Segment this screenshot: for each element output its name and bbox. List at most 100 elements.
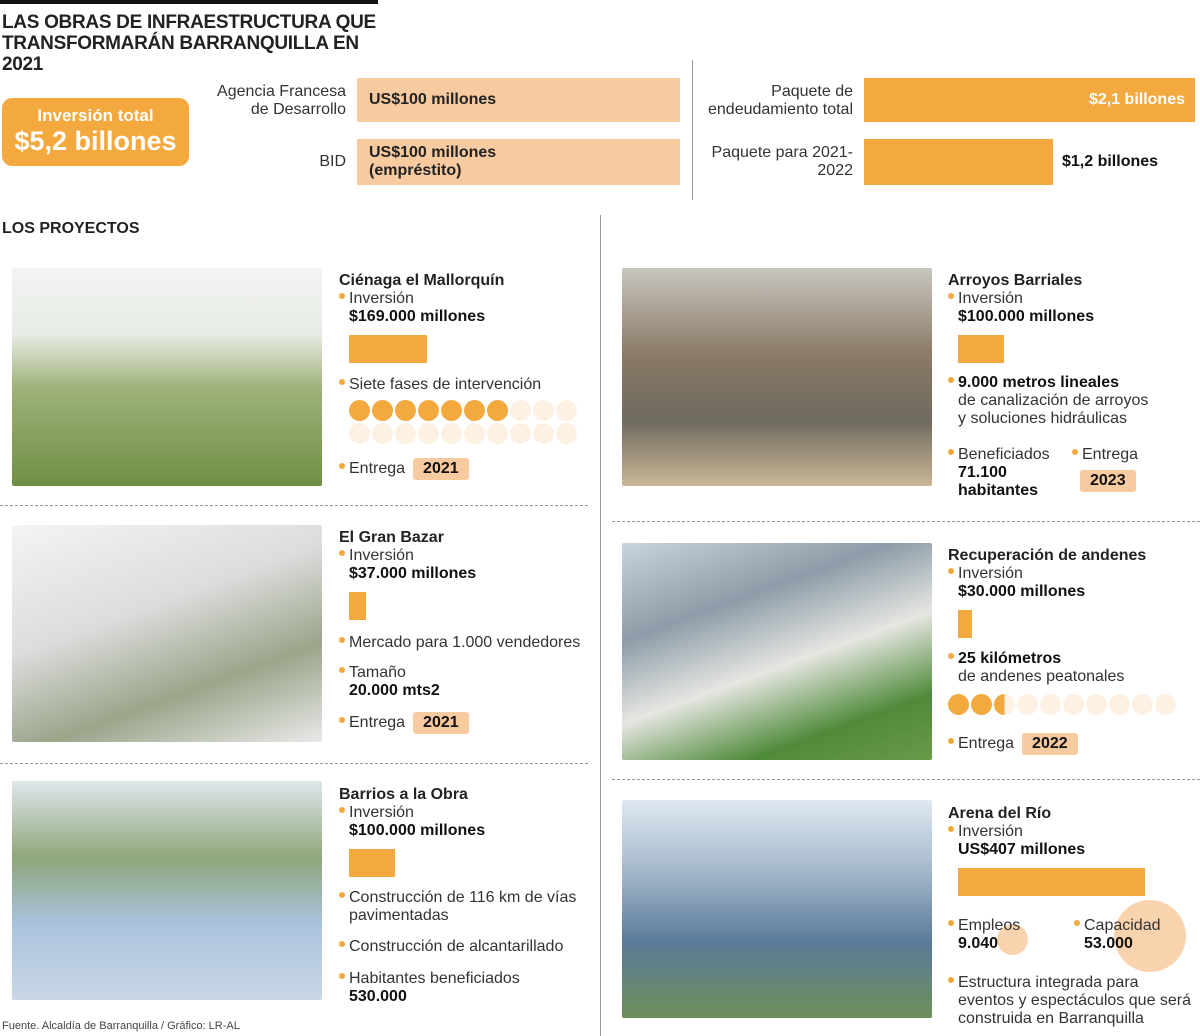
capacity-value: 53.000 (1084, 935, 1133, 952)
project-bazar: El Gran Bazar Inversión $37.000 millones… (339, 529, 589, 734)
km-value: 25 kilómetros (958, 650, 1062, 667)
investment-bar (958, 335, 1004, 363)
phases-label: Siete fases de intervención (349, 376, 542, 393)
capacity: Capacidad 53.000 (1074, 917, 1161, 953)
delivery-badge: 2023 (1080, 470, 1136, 492)
delivery-badge: 2022 (1022, 733, 1078, 755)
capacity-bubble (1114, 900, 1186, 972)
divider (692, 60, 693, 200)
investment-bar (349, 849, 395, 877)
investment-value: $169.000 millones (349, 308, 486, 325)
jobs-label: Empleos (958, 917, 1021, 934)
progress-circle (464, 400, 485, 421)
arena-desc: Estructura integrada para eventos y espe… (948, 974, 1198, 1028)
progress-circle (948, 694, 969, 715)
delivery-label: Entrega (349, 460, 406, 477)
residents-value: 530.000 (349, 988, 407, 1005)
residents-label: Habitantes beneficiados (349, 970, 520, 987)
bullet-icon (339, 292, 345, 299)
size-label: Tamaño (349, 664, 406, 681)
delivery-label: Entrega (1082, 446, 1139, 463)
bullet-icon (948, 825, 954, 832)
bullet-icon (1072, 448, 1078, 455)
separator (612, 779, 1200, 780)
jobs: Empleos 9.040 (948, 917, 1020, 953)
progress-circle (971, 694, 992, 715)
progress-circle (533, 400, 554, 421)
beneficiaries-label: Beneficiados (958, 446, 1050, 463)
roads-text: Construcción de 116 km de vías pavimenta… (349, 889, 577, 924)
size-value: 20.000 mts2 (349, 682, 440, 699)
debt-value-2021-2022: $1,2 billones (1062, 153, 1159, 170)
progress-circle (510, 400, 531, 421)
arena-desc-text: Estructura integrada para eventos y espe… (958, 974, 1192, 1027)
project-title: Recuperación de andenes (948, 547, 1147, 564)
investment-label: Inversión (349, 290, 414, 307)
progress-circle (418, 423, 439, 444)
debt-label-total: Paquete de endeudamiento total (708, 83, 853, 118)
andenes-photo (622, 543, 932, 760)
financing-bar-bid: US$100 millones (empréstito) (357, 139, 680, 185)
bullet-icon (339, 972, 345, 979)
bullet-icon (948, 976, 954, 983)
barrios-photo (12, 781, 322, 1000)
progress-circle (372, 400, 393, 421)
meters-value: 9.000 metros lineales (958, 374, 1119, 391)
progress-circle (441, 400, 462, 421)
investment-bar (958, 868, 1146, 896)
source-note: Fuente. Alcaldía de Barranquilla / Gráfi… (2, 1020, 240, 1032)
progress-circle (1063, 694, 1084, 715)
total-label: Inversión total (37, 106, 154, 125)
project-title: Arena del Río (948, 805, 1052, 822)
project-arena: Arena del Río Inversión US$407 millones (948, 805, 1198, 896)
financing-label-afd: Agencia Francesa de Desarrollo (217, 83, 346, 118)
separator (612, 521, 1200, 522)
km-circles (948, 694, 1188, 716)
project-cienaga: Ciénaga el Mallorquín Inversión $169.000… (339, 272, 589, 394)
investment-value: $37.000 millones (349, 565, 477, 582)
progress-circle (1017, 694, 1038, 715)
bullet-icon (339, 636, 345, 643)
bullet-icon (339, 549, 345, 556)
progress-circle (533, 423, 554, 444)
delivery-badge: 2021 (413, 712, 469, 734)
financing-bar-afd: US$100 millones (357, 78, 680, 122)
progress-circle (1109, 694, 1130, 715)
beneficiaries: Beneficiados 71.100 habitantes (948, 446, 1058, 500)
bullet-icon (339, 891, 345, 898)
separator (0, 505, 588, 506)
bullet-icon (339, 666, 345, 673)
delivery-badge: 2021 (413, 458, 469, 480)
project-barrios: Barrios a la Obra Inversión $100.000 mil… (339, 786, 589, 1006)
delivery-label: Entrega (349, 714, 406, 731)
bullet-icon (948, 376, 954, 383)
bullet-icon (948, 448, 954, 455)
progress-circle (994, 694, 1015, 715)
progress-circle (1155, 694, 1176, 715)
bullet-icon (339, 716, 345, 723)
project-title: Barrios a la Obra (339, 786, 468, 803)
delivery: Entrega 2023 (1072, 446, 1138, 492)
progress-circle (464, 423, 485, 444)
progress-circle (395, 423, 416, 444)
km-desc: de andenes peatonales (958, 668, 1125, 685)
separator (0, 763, 588, 764)
meters-desc: de canalización de arroyos y soluciones … (958, 392, 1149, 427)
bullet-icon (948, 737, 954, 744)
investment-bar (349, 592, 367, 620)
delivery-label: Entrega (958, 735, 1015, 752)
project-arroyos: Arroyos Barriales Inversión $100.000 mil… (948, 272, 1198, 428)
capacity-label: Capacidad (1084, 917, 1161, 934)
debt-label-2021-2022: Paquete para 2021-2022 (711, 144, 853, 179)
progress-circle (1040, 694, 1061, 715)
project-andenes: Recuperación de andenes Inversión $30.00… (948, 547, 1198, 686)
arroyos-photo (622, 268, 932, 486)
investment-value: $30.000 millones (958, 583, 1086, 600)
cienaga-photo (12, 268, 322, 486)
progress-circle (349, 423, 370, 444)
investment-label: Inversión (349, 547, 414, 564)
arena-photo (622, 800, 932, 1018)
investment-value: $100.000 millones (958, 308, 1095, 325)
total-value: $5,2 billones (14, 126, 177, 156)
page-title: LAS OBRAS DE INFRAESTRUCTURA QUE TRANSFO… (2, 12, 376, 75)
